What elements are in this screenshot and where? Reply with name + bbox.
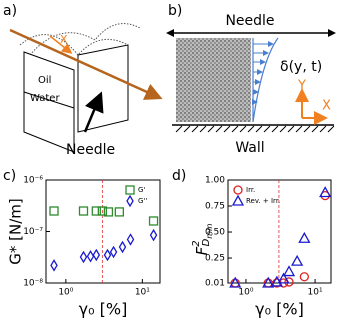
y-tick-label: 10⁻⁸	[23, 279, 43, 289]
x-axis-label: γ₀ [%]	[79, 300, 128, 319]
legend-label: Rev. + Irr.	[246, 197, 280, 205]
y-tick-label: 10⁻⁷	[23, 227, 43, 237]
point	[91, 206, 101, 216]
y-tick-label: 0.50	[205, 228, 225, 238]
plot-frame	[227, 179, 332, 284]
point	[50, 259, 58, 272]
x-label: X	[60, 33, 68, 46]
y-tick-label: 0.01	[205, 279, 225, 289]
particles	[176, 38, 251, 122]
legend-label: G''	[138, 197, 147, 205]
plot-frame	[45, 179, 161, 284]
meniscus	[19, 34, 129, 56]
y-tick-label: 10⁻⁶	[23, 176, 43, 186]
panel-label: a)	[3, 3, 17, 19]
point	[262, 276, 275, 288]
point	[148, 216, 159, 226]
point	[79, 250, 88, 264]
y-axis-label-part: min	[205, 224, 214, 239]
point	[233, 185, 243, 195]
point	[103, 207, 114, 217]
point	[125, 185, 135, 195]
x-tick-label: 10⁰	[238, 288, 253, 298]
y-axis-label-part: 2	[191, 240, 202, 246]
point	[118, 240, 127, 254]
point	[277, 272, 290, 284]
point	[284, 277, 294, 287]
point	[149, 228, 158, 242]
point	[86, 250, 95, 263]
wall-hatch	[175, 125, 335, 133]
needle	[9, 28, 163, 100]
oil-label: Oil	[38, 75, 51, 86]
panel-b: b) Needle δ(y, t) Wall Y X	[166, 3, 336, 156]
point	[298, 231, 311, 243]
legend-label: G'	[138, 186, 145, 194]
water-label: Water	[30, 93, 60, 104]
point	[231, 194, 245, 206]
x-tick-label: 10¹	[135, 288, 150, 298]
point	[92, 248, 101, 262]
velocity-profile	[252, 37, 279, 123]
point	[103, 248, 112, 262]
point	[229, 276, 242, 288]
sheet	[77, 44, 129, 133]
panel-a: a) Oil Water X Needle	[3, 3, 163, 158]
y-tick-label: 0.75	[205, 202, 225, 212]
legend-label: Irr.	[246, 186, 255, 194]
x-tick-label: 10¹	[308, 288, 323, 298]
point	[97, 206, 108, 216]
delta-label: δ(y, t)	[280, 59, 322, 75]
point	[109, 245, 118, 259]
x-axis-label: γ₀ [%]	[255, 300, 304, 319]
point	[282, 265, 296, 277]
panel-label: d)	[172, 168, 186, 184]
interface	[23, 91, 75, 109]
x-arrow	[49, 35, 73, 54]
needle-label: Needle	[225, 13, 274, 29]
sheet	[23, 51, 75, 153]
needle-label: Needle	[66, 142, 115, 158]
y-axis-label-part: F	[193, 246, 211, 255]
y-tick-label: 0.25	[205, 254, 225, 264]
point	[126, 233, 135, 246]
x-label: X	[322, 99, 331, 114]
needle-arrow	[83, 91, 104, 133]
point	[114, 207, 124, 217]
x-tick-label: 10⁰	[58, 288, 73, 298]
point	[299, 272, 310, 282]
y-axis-label: F2Dmin	[191, 224, 214, 256]
y-label: Y	[297, 79, 306, 94]
y-axis-label: G* [N/m]	[7, 198, 25, 264]
meniscus	[29, 23, 141, 56]
point	[78, 206, 89, 216]
point	[319, 186, 332, 198]
point	[291, 254, 304, 266]
panel-label: b)	[168, 3, 182, 19]
point	[49, 206, 59, 216]
y-axis-label-part: D	[201, 238, 212, 246]
panel-label: c)	[3, 168, 16, 184]
y-tick-label: 1.00	[205, 176, 225, 186]
point	[126, 194, 134, 208]
wall-label: Wall	[235, 140, 264, 156]
velocity-arrows	[252, 41, 274, 105]
